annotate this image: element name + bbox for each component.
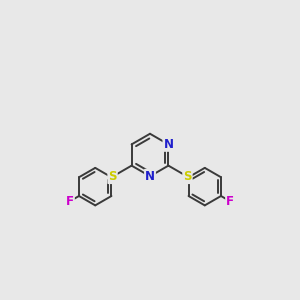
Text: N: N [164, 138, 173, 151]
Text: S: S [108, 170, 117, 183]
Text: N: N [145, 170, 155, 183]
Text: S: S [183, 170, 192, 183]
Text: F: F [226, 195, 234, 208]
Text: F: F [66, 195, 74, 208]
